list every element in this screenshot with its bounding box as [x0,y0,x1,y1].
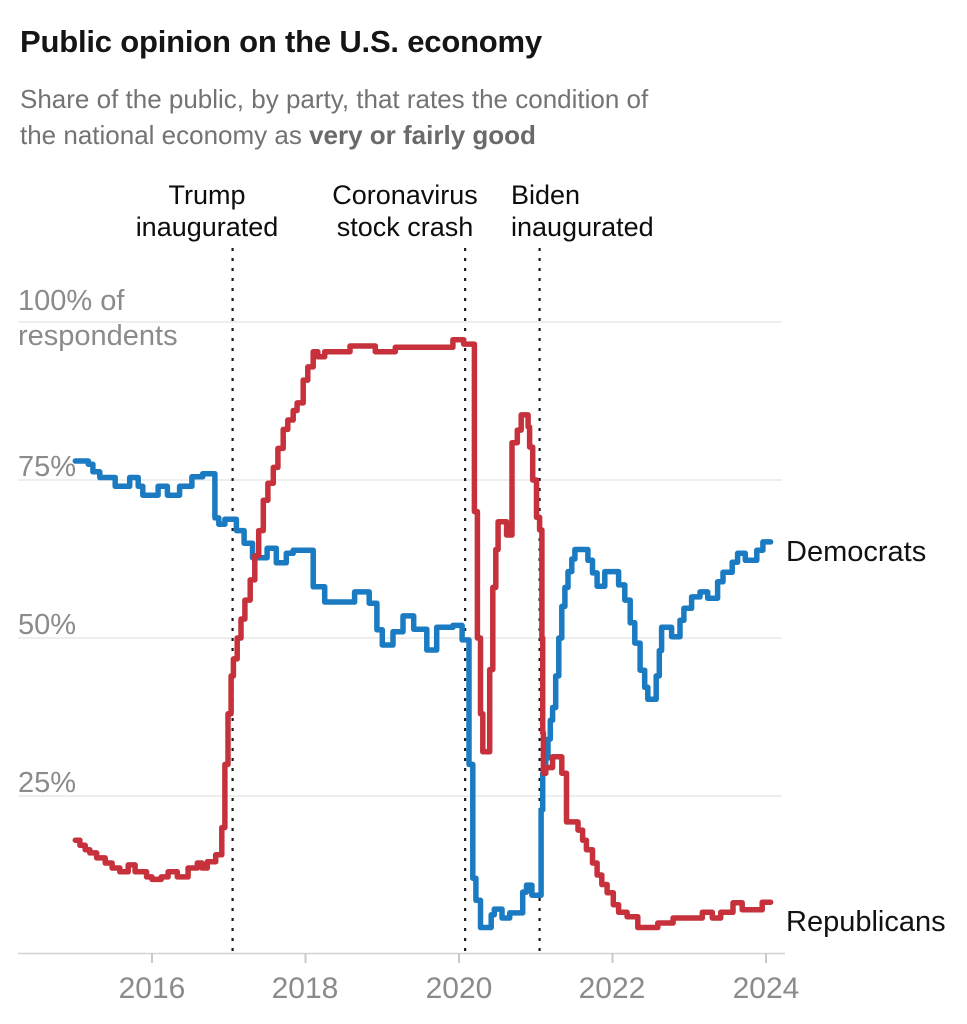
page-title: Public opinion on the U.S. economy [20,24,542,59]
annotation-trump-inaugurated: Trump inaugurated [97,179,317,243]
subtitle-line1: Share of the public, by party, that rate… [20,84,649,114]
series-label-republicans: Republicans [786,906,946,938]
chart-subtitle: Share of the public, by party, that rate… [20,81,840,153]
y-axis-label-75: 75% [18,451,77,483]
annotation-coronavirus-crash: Coronavirus stock crash [294,179,516,243]
annotation-line: inaugurated [511,212,654,242]
x-axis-label-2016: 2016 [118,972,186,1005]
democrats-line [72,458,774,931]
x-axis-label-2024: 2024 [732,972,800,1005]
annotation-line: Trump [168,180,246,210]
annotation-line: Biden [511,180,581,210]
x-axis-label-2020: 2020 [425,972,493,1005]
x-axis-label-2022: 2022 [578,972,646,1005]
annotation-line: inaugurated [135,212,279,242]
annotation-line: stock crash [336,212,474,242]
x-axis-label-2018: 2018 [271,972,339,1005]
y-axis-label-100: 100% of respondents [18,284,178,354]
republicans-line [72,336,774,931]
subtitle-bold-phrase: very or fairly good [309,120,536,150]
y-axis-label-25: 25% [18,767,77,799]
y-axis-label-line: respondents [18,320,178,352]
series-label-democrats: Democrats [786,536,927,568]
subtitle-line2: the national economy as [20,120,310,150]
annotation-line: Coronavirus [332,180,478,210]
y-axis-label-line: 100% of [18,285,125,317]
annotation-biden-inaugurated: Biden inaugurated [511,179,751,243]
y-axis-label-50: 50% [18,609,77,641]
